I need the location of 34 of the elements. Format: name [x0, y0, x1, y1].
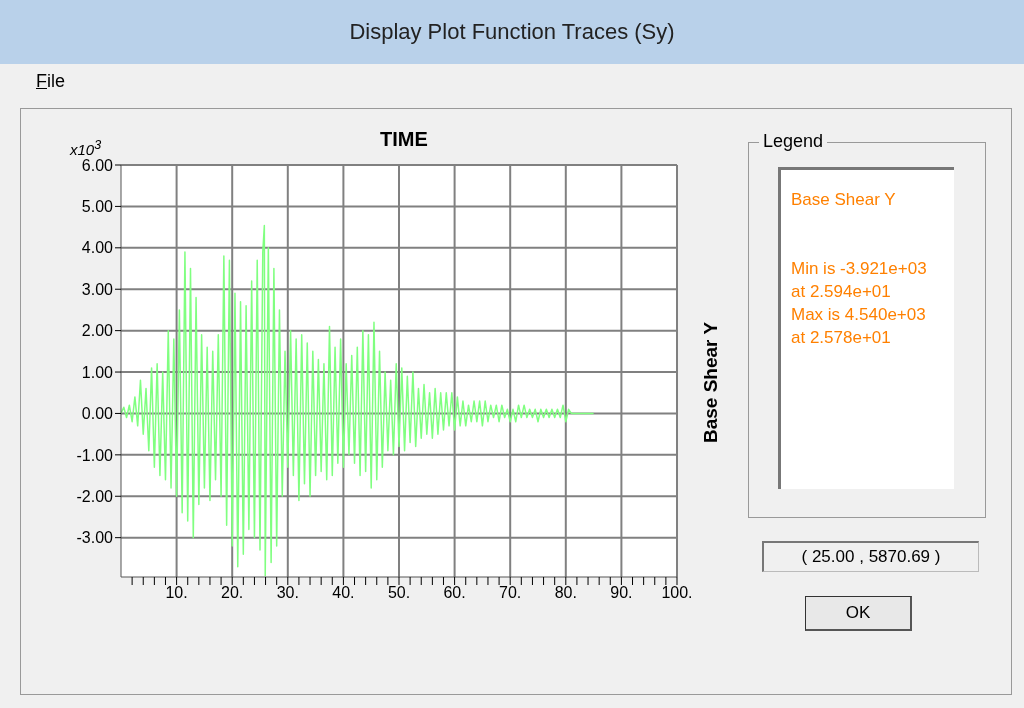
legend-title: Legend: [759, 131, 828, 152]
y-tick-label: 1.00: [81, 363, 114, 381]
x-tick-label: 70.: [499, 584, 522, 602]
y-axis-title: Base Shear Y: [700, 321, 722, 443]
y-tick-label: 4.00: [81, 239, 114, 257]
y-tick-label: 5.00: [81, 198, 114, 216]
x-tick-label: 20.: [221, 584, 244, 602]
y-tick-label: -2.00: [76, 487, 114, 505]
text: Min is -3.921e+03: [791, 258, 928, 280]
text: at 2.594e+01: [791, 281, 892, 303]
text: ( 25.00 , 5870.69 ): [762, 541, 979, 572]
x-tick-label: 60.: [443, 584, 466, 602]
x-axis-title: TIME: [380, 128, 428, 151]
line-series: [121, 224, 595, 577]
y-tick-label: 0.00: [81, 405, 114, 423]
x-tick-label: 90.: [610, 584, 633, 602]
x-tick-label: 100.: [661, 584, 693, 602]
x-tick-label: 10.: [165, 584, 188, 602]
y-tick-label: 2.00: [81, 322, 114, 340]
text: OK: [805, 596, 912, 631]
text: File: [36, 71, 66, 92]
y-tick-label: 6.00: [81, 156, 114, 174]
text: Base Shear Y: [791, 189, 897, 211]
text: at 2.578e+01: [791, 327, 892, 349]
text: Max is 4.540e+03: [791, 304, 927, 326]
y-tick-label: -3.00: [76, 529, 114, 547]
x-tick-label: 50.: [387, 584, 411, 602]
x-tick-label: 30.: [276, 584, 299, 602]
text: x10$^{3}$: [70, 138, 102, 158]
chart-title: Display Plot Function Traces (Sy): [0, 0, 1024, 64]
y-tick-label: 3.00: [81, 280, 114, 298]
y-tick-label: -1.00: [76, 446, 114, 464]
x-tick-label: 40.: [332, 584, 355, 602]
x-tick-label: 80.: [554, 584, 577, 602]
